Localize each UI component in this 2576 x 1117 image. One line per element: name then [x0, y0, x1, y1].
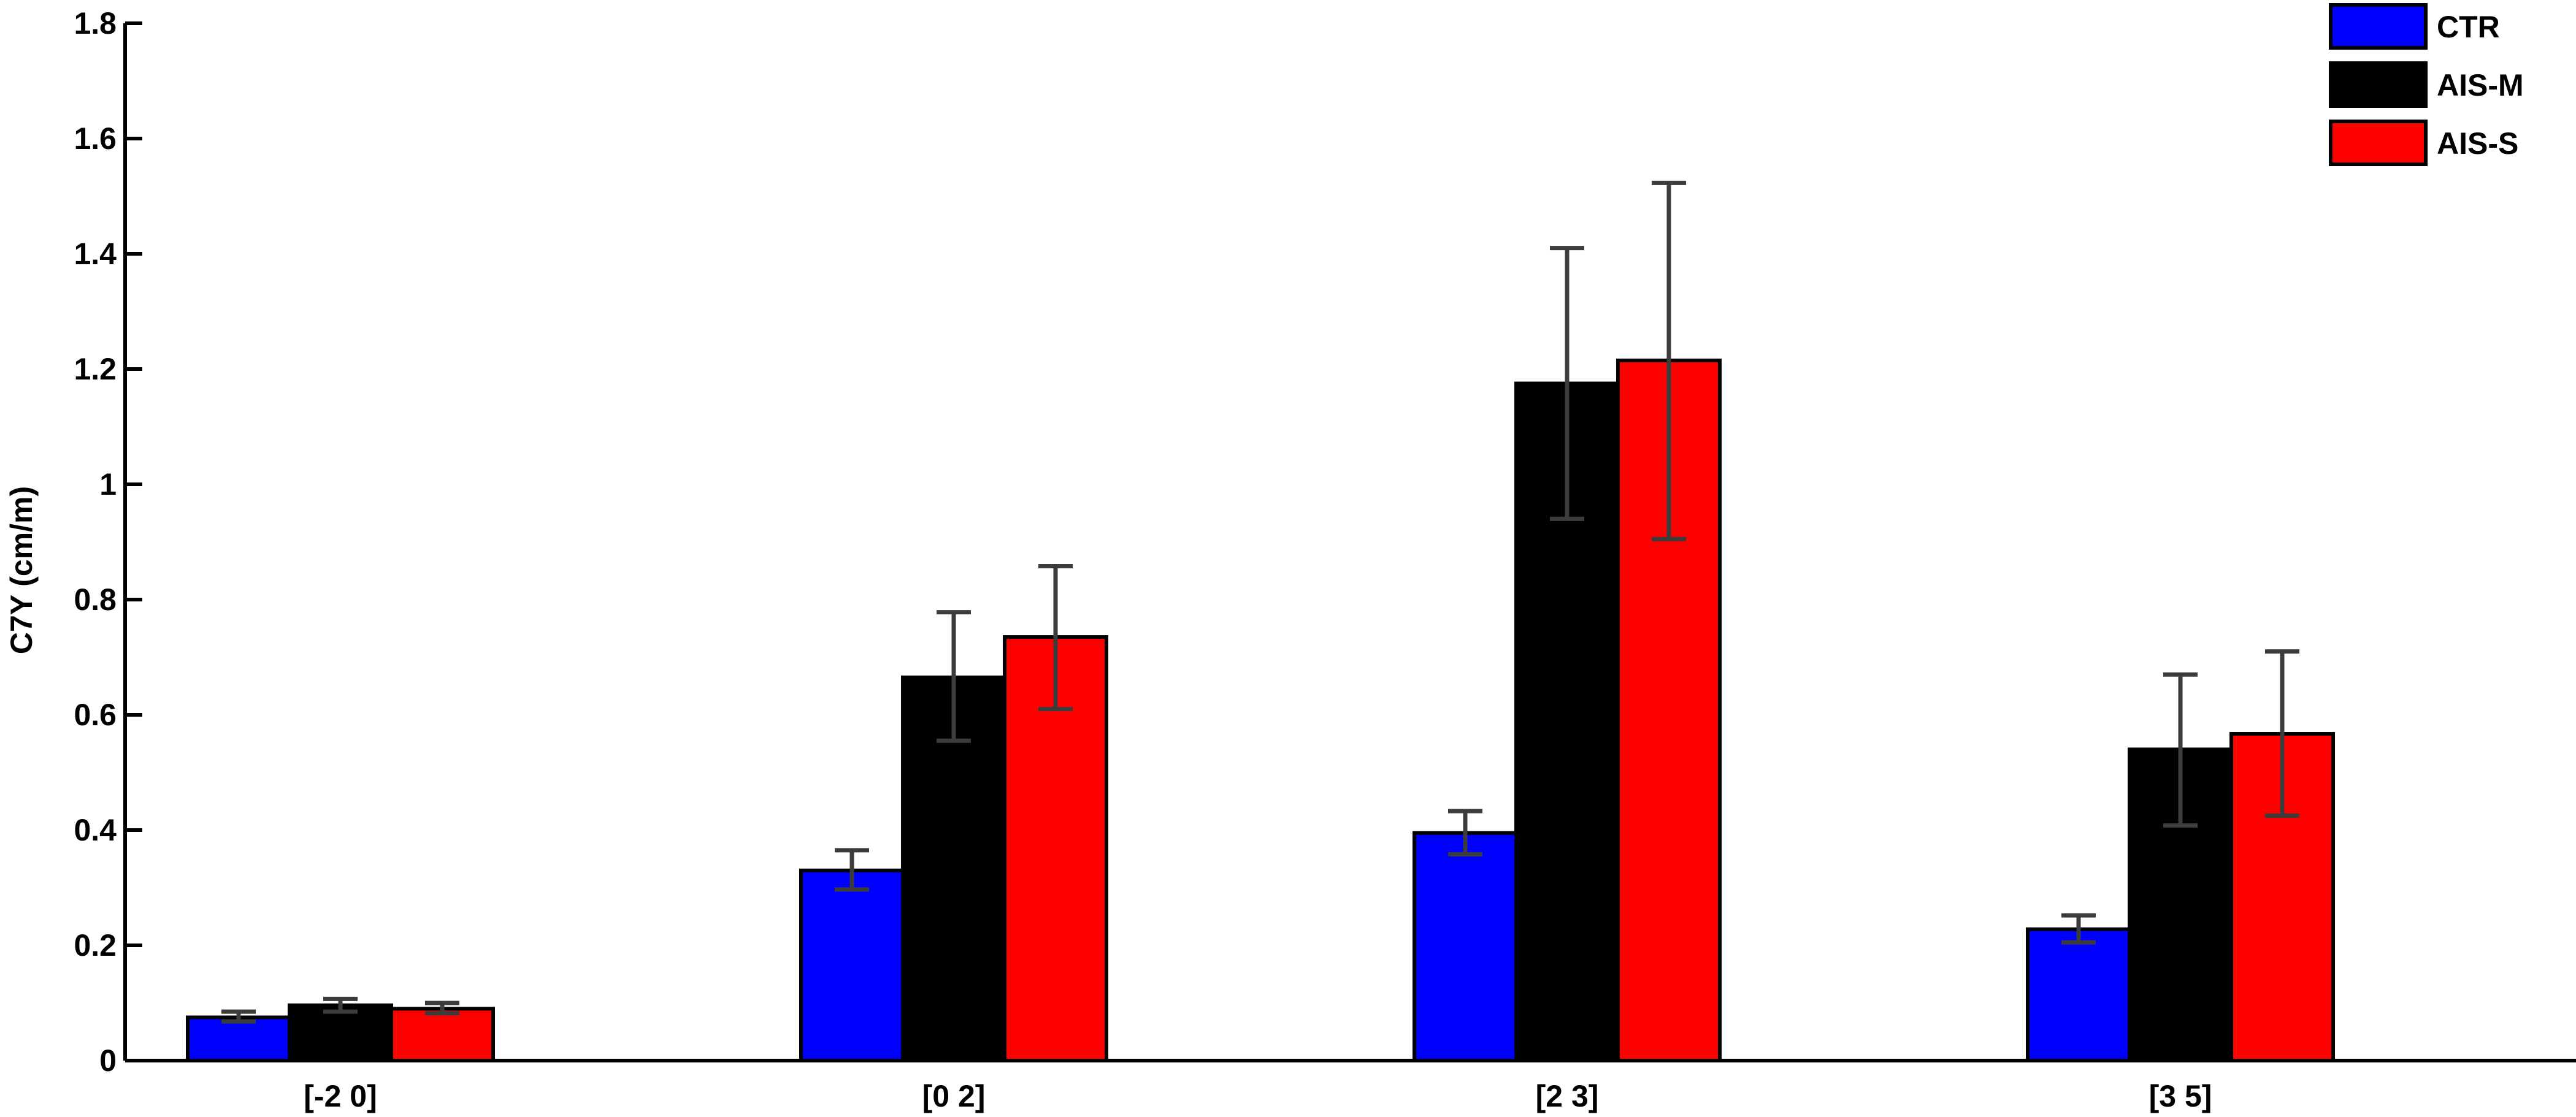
error-bar-ais-m-1: [937, 610, 971, 743]
bar-ctr-3: [2026, 927, 2131, 1063]
error-bar-ais-s-2: [1652, 180, 1686, 541]
bar-ctr-1: [799, 868, 905, 1063]
y-tick-label: 1.6: [74, 121, 117, 156]
legend-swatch: [2329, 120, 2428, 166]
x-tick-label: [-2 0]: [304, 1079, 377, 1113]
legend-item-ais-m: AIS-M: [2329, 61, 2524, 108]
y-tick-label: 1.4: [74, 237, 117, 271]
y-tick-label: 0: [99, 1043, 117, 1078]
bar-ctr-0: [186, 1015, 291, 1062]
legend: CTR AIS-M AIS-S: [2329, 3, 2524, 166]
error-bars-layer: [221, 180, 2299, 1024]
error-bar-ais-s-1: [1038, 563, 1073, 712]
legend-item-ctr: CTR: [2329, 3, 2500, 50]
y-tick-label: 1: [99, 467, 117, 501]
bar-ctr-2: [1413, 831, 1518, 1062]
error-bar-ctr-2: [1448, 809, 1482, 856]
legend-label: AIS-S: [2437, 126, 2518, 161]
bars-layer: [186, 358, 2335, 1063]
axes-layer: 0 0.2 0.4 0.6 0.8 1 1.2 1.4 1.6 1.8 [-2 0] [0 2] [2 …: [74, 6, 2576, 1113]
legend-swatch: [2329, 3, 2428, 50]
bar-ais-s-0: [389, 1007, 495, 1063]
error-bar-ctr-1: [835, 848, 869, 892]
x-tick-label: [2 3]: [1536, 1079, 1599, 1113]
legend-swatch: [2329, 61, 2428, 108]
legend-item-ais-s: AIS-S: [2329, 120, 2518, 166]
y-tick-label: 0.4: [74, 813, 117, 847]
y-tick-label: 1.8: [74, 6, 117, 40]
error-bar-ctr-3: [2061, 913, 2096, 945]
y-axis-label: C7Y (cm/m): [4, 486, 39, 654]
legend-label: CTR: [2437, 10, 2500, 44]
y-tick-label: 0.6: [74, 698, 117, 732]
error-bar-ais-m-2: [1550, 246, 1584, 521]
x-tick-label: [3 5]: [2149, 1079, 2212, 1113]
error-bar-ais-m-3: [2163, 672, 2198, 828]
x-tick-label: [0 2]: [922, 1079, 986, 1113]
error-bar-ais-s-3: [2265, 649, 2299, 818]
error-bar-ctr-0: [221, 1009, 256, 1024]
y-tick-label: 0.8: [74, 582, 117, 617]
legend-label: AIS-M: [2437, 68, 2524, 102]
error-bar-ais-m-0: [323, 996, 358, 1014]
y-tick-label: 0.2: [74, 928, 117, 963]
y-tick-label: 1.2: [74, 352, 117, 386]
error-bar-ais-s-0: [425, 1001, 459, 1016]
